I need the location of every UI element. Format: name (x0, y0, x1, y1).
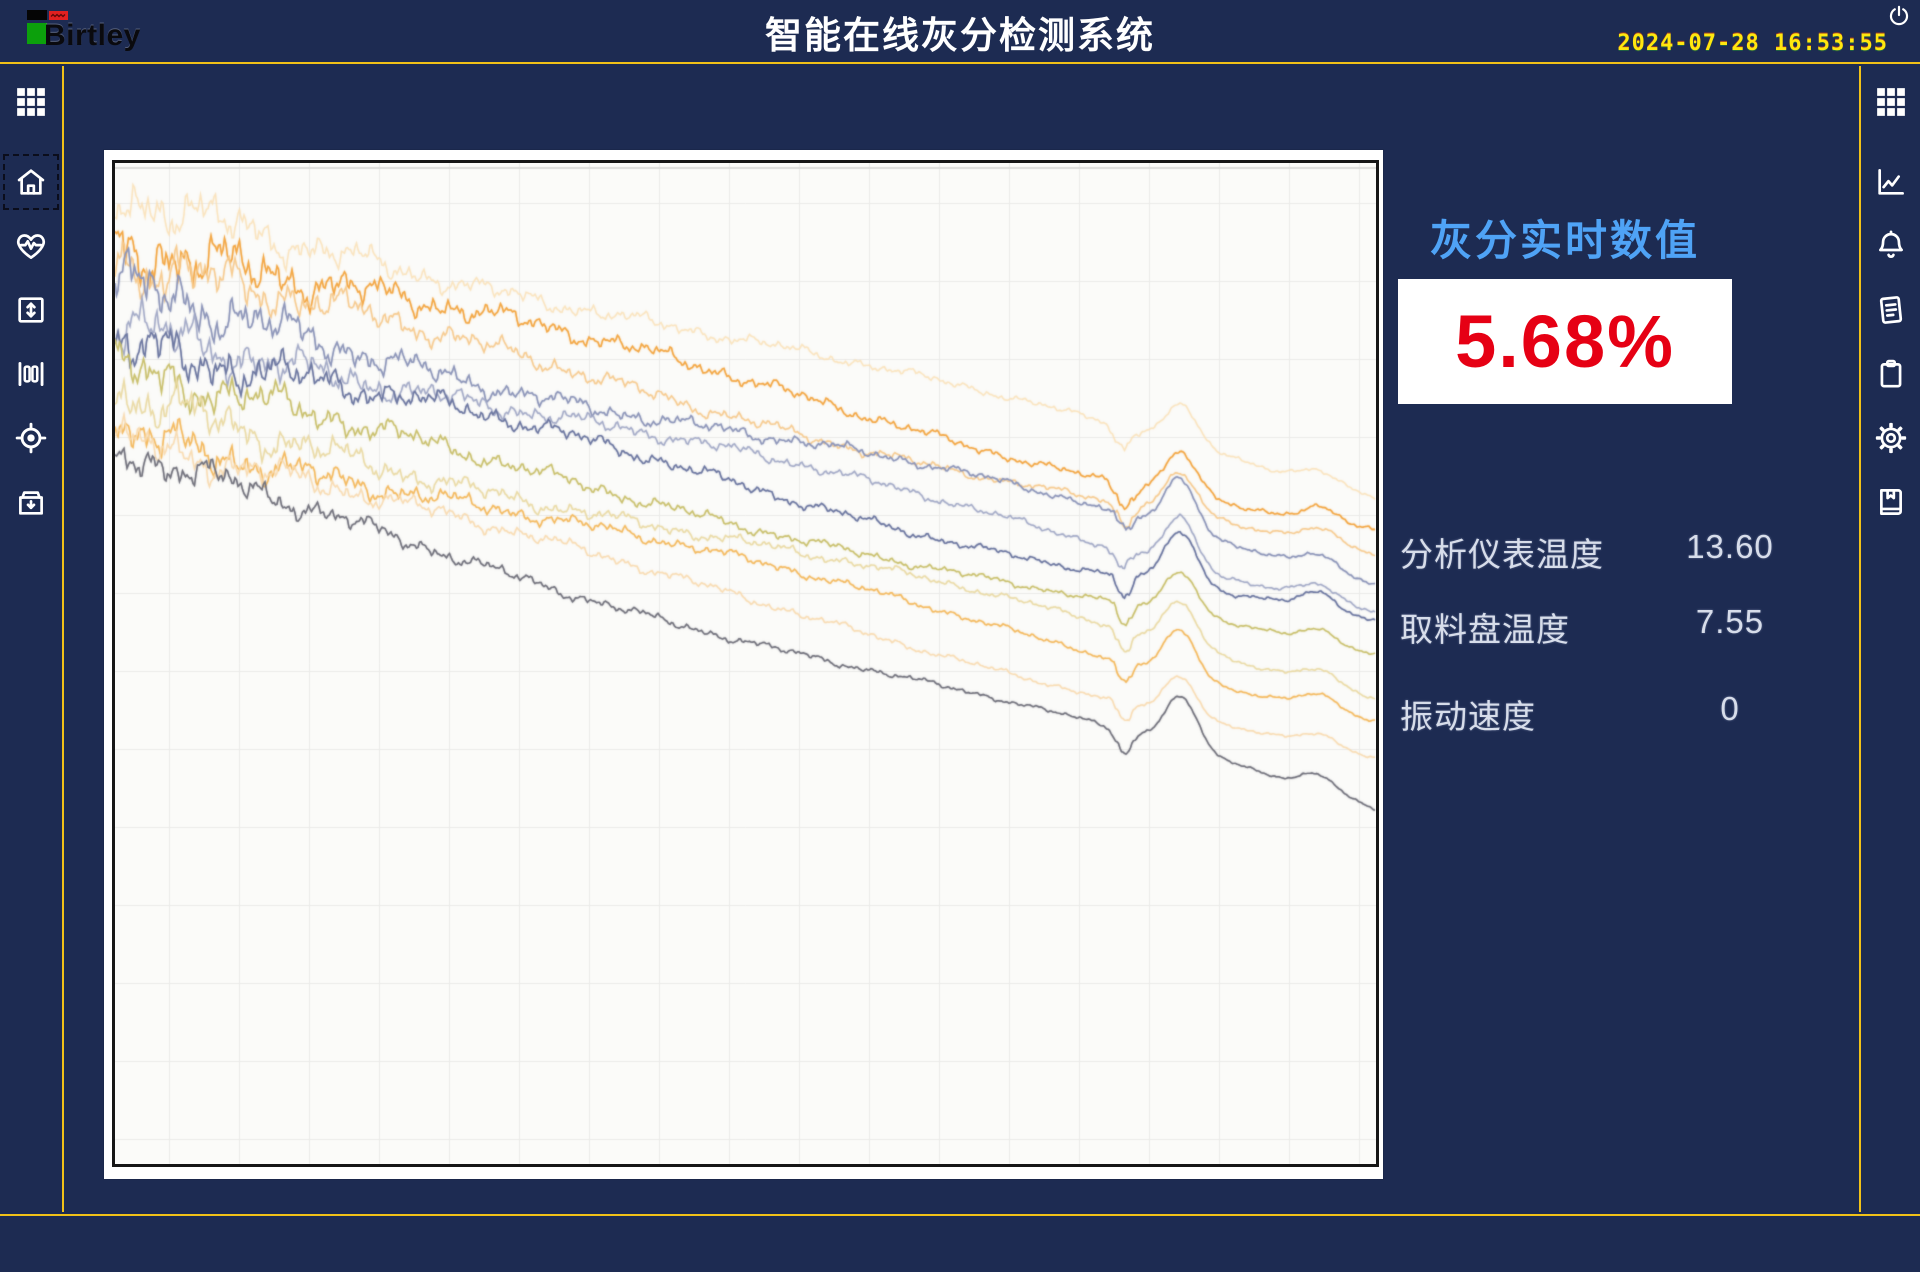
inbox-archive-icon (14, 485, 48, 519)
page-title: 智能在线灰分检测系统 (765, 15, 1155, 56)
chart-panel (104, 150, 1383, 1179)
brand-logo: Birtley (27, 10, 197, 56)
metric-value: 0 (1720, 690, 1740, 727)
columns-icon (14, 357, 48, 391)
sidebar-item-manual[interactable] (1869, 480, 1913, 524)
datetime-display: 2024-07-28 16:53:55 (1617, 31, 1888, 56)
metric-row: 振动速度 0 (1400, 690, 1790, 735)
sidebar-item-report[interactable] (1869, 288, 1913, 332)
reading-title: 灰分实时数值 (1429, 217, 1700, 264)
sidebar-item-target[interactable] (9, 416, 53, 460)
trend-plot-frame (112, 160, 1379, 1167)
metric-label: 振动速度 (1400, 698, 1536, 735)
clipboard-icon (1874, 357, 1908, 391)
sidebar-item-alarm[interactable] (1869, 224, 1913, 268)
metric-value: 7.55 (1695, 603, 1765, 640)
metrics-list: 分析仪表温度 13.60 取料盘温度 7.55 振动速度 0 (1400, 528, 1790, 768)
metric-value: 13.60 (1686, 528, 1774, 565)
sidebar-item-grid-right[interactable] (1869, 80, 1913, 124)
sidebar-item-grid[interactable] (9, 80, 53, 124)
manual-book-icon (1874, 485, 1908, 519)
brand-block-green (27, 23, 47, 44)
left-sidebar (0, 66, 64, 1212)
sidebar-item-vertical-range[interactable] (9, 288, 53, 332)
brand-block-black (27, 10, 47, 20)
ash-value: 5.68% (1455, 300, 1675, 383)
sidebar-item-home[interactable] (3, 154, 59, 210)
sidebar-item-clipboard[interactable] (1869, 352, 1913, 396)
sidebar-item-columns[interactable] (9, 352, 53, 396)
metric-row: 分析仪表温度 13.60 (1400, 528, 1790, 573)
sidebar-item-heartbeat[interactable] (9, 224, 53, 268)
header: Birtley 智能在线灰分检测系统 2024-07-28 16:53:55 (0, 0, 1920, 64)
vertical-range-icon (14, 293, 48, 327)
sidebar-item-archive[interactable] (9, 480, 53, 524)
footer (0, 1214, 1920, 1272)
report-icon (1874, 293, 1908, 327)
brand-waveform-mark (49, 11, 68, 20)
trend-chart-icon (1874, 165, 1908, 199)
right-sidebar (1859, 66, 1920, 1212)
ash-value-box: 5.68% (1398, 279, 1732, 404)
home-icon (14, 165, 48, 199)
sidebar-item-settings[interactable] (1869, 416, 1913, 460)
alarm-bell-icon (1874, 229, 1908, 263)
metric-row: 取料盘温度 7.55 (1400, 603, 1790, 648)
grid-icon (15, 86, 47, 118)
grid-icon (1875, 86, 1907, 118)
metric-label: 分析仪表温度 (1400, 536, 1604, 573)
power-icon[interactable] (1886, 4, 1912, 30)
settings-gear-icon (1873, 420, 1909, 456)
target-icon (14, 421, 48, 455)
heartbeat-icon (14, 229, 48, 263)
sidebar-item-trend[interactable] (1869, 160, 1913, 204)
metric-label: 取料盘温度 (1400, 611, 1570, 648)
trend-chart (115, 163, 1376, 1164)
brand-name: Birtley (44, 19, 141, 52)
